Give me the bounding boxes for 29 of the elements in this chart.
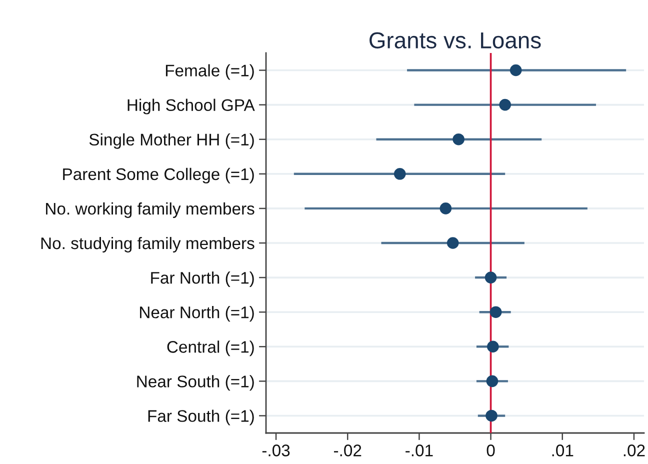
y-tick-label: Female (=1) <box>166 64 254 80</box>
y-tick-label: Near South (=1) <box>137 375 254 391</box>
y-tick-label: Far South (=1) <box>148 410 254 426</box>
x-tick-label: -.03 <box>262 444 290 456</box>
y-tick-label: Near North (=1) <box>140 306 254 322</box>
x-tick-label: .02 <box>624 444 645 456</box>
y-tick-label: No. studying family members <box>41 236 254 252</box>
point <box>452 133 464 146</box>
point <box>484 272 497 284</box>
x-tick-label: -.01 <box>406 444 433 456</box>
y-tick-label: No. working family members <box>46 202 254 218</box>
x-tick-label: -.02 <box>334 444 362 456</box>
y-tick-label: Central (=1) <box>167 340 254 356</box>
y-tick-label: Parent Some College (=1) <box>63 168 254 184</box>
point <box>394 168 406 180</box>
x-tick-label: .01 <box>552 444 574 456</box>
chart-title: Grants vs. Loans <box>370 32 541 48</box>
point <box>490 306 502 318</box>
point <box>446 237 459 249</box>
point <box>440 202 452 214</box>
point <box>499 98 512 111</box>
y-tick-label: High School GPA <box>128 98 255 114</box>
y-tick-label: Far North (=1) <box>151 272 254 288</box>
x-tick-label: 0 <box>486 444 495 456</box>
point <box>486 375 498 388</box>
point <box>487 340 499 353</box>
y-tick-label: Single Mother HH (=1) <box>89 133 254 149</box>
point <box>510 64 522 76</box>
point <box>486 410 498 422</box>
